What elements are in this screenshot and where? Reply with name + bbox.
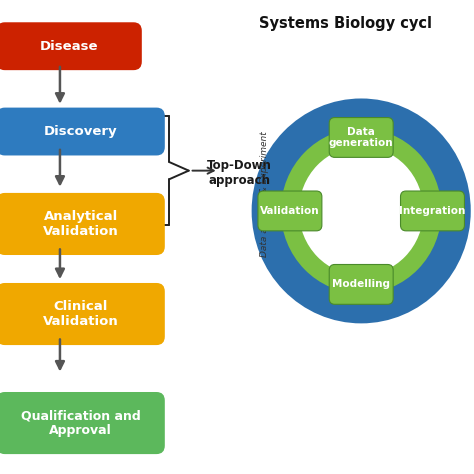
FancyBboxPatch shape bbox=[0, 392, 165, 454]
Text: Discovery: Discovery bbox=[44, 125, 118, 138]
Text: Validation: Validation bbox=[260, 206, 320, 216]
FancyBboxPatch shape bbox=[0, 22, 142, 70]
Text: Systems Biology cycl: Systems Biology cycl bbox=[259, 16, 432, 31]
FancyBboxPatch shape bbox=[0, 283, 165, 345]
Text: Clinical
Validation: Clinical Validation bbox=[43, 300, 118, 328]
Text: Analytical
Validation: Analytical Validation bbox=[43, 210, 118, 238]
Text: Integration: Integration bbox=[399, 206, 465, 216]
Text: Disease: Disease bbox=[40, 40, 99, 53]
Text: Data
generation: Data generation bbox=[329, 127, 393, 148]
FancyBboxPatch shape bbox=[0, 193, 165, 255]
Text: Top-Down
approach: Top-Down approach bbox=[207, 159, 272, 187]
Text: Qualification and
Approval: Qualification and Approval bbox=[21, 409, 140, 437]
Text: Data analysis & Experiment: Data analysis & Experiment bbox=[260, 131, 269, 257]
FancyBboxPatch shape bbox=[329, 118, 393, 157]
FancyBboxPatch shape bbox=[401, 191, 465, 231]
FancyBboxPatch shape bbox=[258, 191, 322, 231]
FancyBboxPatch shape bbox=[329, 264, 393, 304]
FancyBboxPatch shape bbox=[0, 108, 165, 155]
Text: Modelling: Modelling bbox=[332, 279, 390, 290]
